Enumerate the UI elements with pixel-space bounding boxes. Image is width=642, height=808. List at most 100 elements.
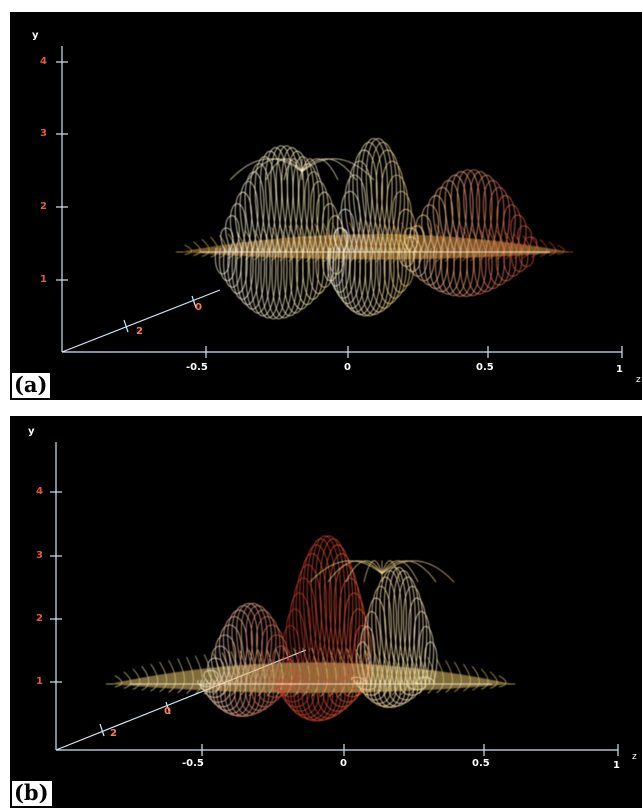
y-tick-4: 4 [36, 486, 43, 497]
trajectory-loop [341, 149, 378, 313]
apex-tuft [327, 560, 383, 583]
trajectory-loop [216, 609, 253, 714]
y-axis-label: y [32, 30, 39, 41]
trajectory-loop [453, 169, 487, 297]
y-axis-label: y [28, 426, 35, 437]
x-tick-0: 0 [340, 758, 347, 769]
y-tick-3: 3 [40, 128, 47, 139]
trajectory-loop [295, 171, 325, 306]
trajectory-loop [435, 175, 467, 295]
trajectory-loop [447, 169, 480, 297]
trajectory-loop [418, 195, 447, 286]
trajectory-loop [334, 592, 366, 703]
trajectory-loop [383, 570, 416, 707]
trajectory-loop [503, 214, 527, 277]
trajectory-loop [202, 645, 231, 698]
trajectory-loop [317, 553, 357, 716]
trajectory-loop [302, 535, 346, 722]
apex-tuft [363, 560, 383, 583]
trajectory-loop [328, 578, 363, 708]
trajectory-loop [424, 186, 454, 289]
y-tick-1: 1 [40, 274, 47, 285]
trajectory-loop [441, 171, 474, 296]
trajectory-loop [229, 602, 268, 717]
trajectory-loop [338, 160, 373, 309]
trajectory-loop [378, 567, 412, 708]
trajectory-loop [413, 204, 439, 282]
z-tick-0: 0 [164, 706, 171, 717]
trajectory-loop [377, 174, 409, 305]
trajectory-bundle [106, 535, 516, 722]
trajectory-loop [255, 147, 288, 319]
z-tick-mark [123, 319, 129, 333]
y-tick-2: 2 [40, 201, 47, 212]
trajectory-loop [408, 214, 432, 277]
trajectory-loop [311, 544, 354, 719]
apex-tuft [309, 560, 383, 583]
trajectory-loop [266, 145, 299, 320]
trajectory-loop [287, 553, 327, 716]
z-tick-mark [99, 723, 105, 737]
x-tick-0-5: 0.5 [476, 362, 494, 373]
trajectory-loop [354, 138, 393, 317]
trajectory-loop [460, 171, 493, 296]
trajectory-loop [245, 616, 281, 711]
trajectory-loop [234, 605, 272, 716]
trajectory-loop [297, 535, 342, 722]
trajectory-loop [366, 576, 397, 704]
apex-tuft [381, 560, 419, 583]
y-tick-3: 3 [36, 550, 43, 561]
z-tick-mark [165, 701, 171, 715]
trajectory-loop [347, 625, 372, 692]
z-axis-line [61, 289, 221, 353]
x-tick-0: 0 [344, 362, 351, 373]
x-axis-label: z [636, 375, 641, 385]
apex-tuft [345, 560, 383, 583]
trajectory-loop [429, 180, 461, 292]
trajectory-loop [332, 191, 361, 299]
trajectory-loop [251, 624, 285, 708]
trajectory-loop [224, 602, 263, 717]
trajectory-curve [114, 675, 123, 688]
trajectory-curve [184, 244, 193, 255]
trajectory-loop [250, 151, 283, 317]
trajectory-curve [557, 244, 565, 255]
trajectory-plot-b [50, 442, 619, 756]
trajectory-loop [302, 181, 329, 300]
trajectory-loop [412, 626, 434, 685]
trajectory-loop [236, 171, 265, 306]
apex-tuft [301, 158, 339, 181]
trajectory-loop [388, 576, 420, 704]
x-tick-neg-0-5: -0.5 [182, 758, 204, 769]
trajectory-loop [283, 156, 315, 314]
apex-tuft [247, 158, 303, 181]
y-tick-2: 2 [36, 613, 43, 624]
apex-tuft [229, 158, 303, 181]
apex-tuft [381, 560, 401, 583]
trajectory-loop [400, 597, 428, 696]
z-tick-mark [191, 295, 197, 309]
trajectory-loop [394, 586, 424, 701]
trajectory-loop [200, 657, 225, 693]
trajectory-loop [349, 138, 388, 317]
z-tick-2: 2 [110, 728, 117, 739]
trajectory-loop [306, 538, 350, 721]
panel-b: y 1 2 3 4 -0.5 0 0.5 1 z 0 2 (b) [10, 416, 642, 808]
trajectory-loop [239, 609, 277, 714]
trajectory-curve [498, 675, 507, 688]
trajectory-loop [264, 645, 292, 698]
panel-label-a: (a) [12, 373, 51, 398]
x-tick-neg-0-5: -0.5 [186, 362, 208, 373]
trajectory-loop [231, 181, 259, 300]
apex-tuft [283, 158, 303, 181]
trajectory-loop [293, 538, 337, 721]
trajectory-loop [277, 608, 306, 697]
panel-a: y 1 2 3 4 -0.5 0 0.5 1 z 0 2 (a) [10, 12, 642, 400]
trajectory-loop [212, 616, 248, 711]
trajectory-loop [220, 605, 258, 716]
trajectory-plot-a [56, 46, 623, 358]
trajectory-loop [488, 195, 516, 286]
trajectory-loop [356, 611, 381, 691]
trajectory-loop [406, 611, 431, 691]
trajectory-loop [289, 163, 320, 310]
